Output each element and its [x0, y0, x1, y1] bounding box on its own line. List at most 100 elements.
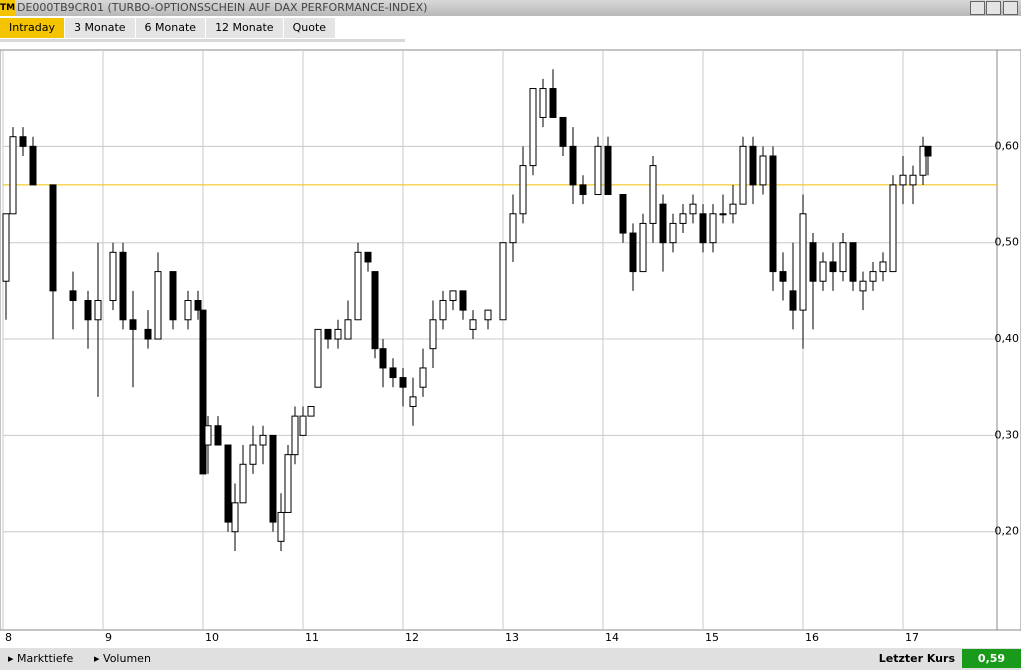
candle-body	[239, 463, 247, 504]
tab[interactable]: 12 Monate	[206, 18, 284, 38]
candle-body	[659, 203, 667, 244]
candle-body	[604, 145, 612, 196]
close-button[interactable]	[1003, 1, 1018, 15]
candle-body	[629, 232, 637, 273]
candle-body	[429, 319, 437, 350]
x-tick-label: 12	[405, 631, 419, 644]
candle-body	[259, 434, 267, 446]
candle-body	[539, 88, 547, 118]
candle-body	[729, 203, 737, 215]
x-tick-label: 10	[205, 631, 219, 644]
title-bar: TM DE000TB9CR01 (TURBO-OPTIONSSCHEIN AUF…	[0, 0, 1021, 16]
candle-body	[154, 271, 162, 340]
candle-body	[909, 174, 917, 186]
minimize-button[interactable]	[970, 1, 985, 15]
y-tick-label: 0,20	[995, 525, 1020, 538]
x-tick-label: 15	[705, 631, 719, 644]
y-tick-label: 0,60	[995, 139, 1020, 152]
candle-body	[809, 242, 817, 282]
x-tick-label: 9	[105, 631, 112, 644]
candle-body	[819, 261, 827, 282]
candle-body	[269, 434, 277, 523]
candle-body	[779, 271, 787, 282]
candle-body	[739, 145, 747, 205]
candle-body	[924, 145, 932, 157]
candle-body	[829, 261, 837, 273]
tab[interactable]: Intraday	[0, 18, 66, 38]
candle-body	[169, 271, 177, 321]
candle-body	[569, 145, 577, 186]
candle-body	[204, 425, 212, 446]
candle-body	[669, 222, 677, 244]
candle-body	[579, 184, 587, 196]
footer: ▸ Markttiefe ▸ Volumen Letzter Kurs 0,59	[0, 648, 1021, 670]
candle-body	[399, 377, 407, 388]
candle-body	[409, 396, 417, 407]
candle-body	[459, 290, 467, 311]
chart: 0,20 0,30 0,40 0,50 0,60 8 9 10 11 12 13 14 15 16 17	[0, 49, 1021, 644]
candle-body	[869, 271, 877, 282]
candle-body	[679, 213, 687, 224]
candle-body	[449, 290, 457, 301]
candle-body	[859, 280, 867, 292]
candle-body	[194, 299, 202, 311]
candle-body	[719, 213, 727, 216]
candle-body	[419, 367, 427, 388]
window-title: DE000TB9CR01 (TURBO-OPTIONSSCHEIN AUF DA…	[17, 1, 428, 14]
restore-button[interactable]	[986, 1, 1001, 15]
candle-body	[484, 309, 492, 321]
candle-body	[144, 328, 152, 340]
tab[interactable]: 6 Monate	[135, 18, 207, 38]
volumen-button[interactable]: ▸ Volumen	[94, 652, 151, 665]
candle-body	[291, 415, 299, 456]
candle-body	[839, 242, 847, 273]
button-label: Markttiefe	[17, 652, 74, 665]
candle-body	[499, 242, 507, 321]
candle-body	[389, 367, 397, 379]
x-tick-label: 16	[805, 631, 819, 644]
candle-body	[509, 213, 517, 244]
candle-body	[789, 290, 797, 311]
candle-body	[899, 174, 907, 186]
y-tick-label: 0,30	[995, 428, 1020, 441]
tab[interactable]: 3 Monate	[65, 18, 136, 38]
candle-body	[2, 213, 10, 282]
candle-body	[379, 348, 387, 369]
candle-body	[469, 319, 477, 330]
candle-body	[849, 242, 857, 282]
candle-body	[277, 511, 285, 542]
candle-body	[759, 155, 767, 186]
candle-body	[769, 155, 777, 273]
tab[interactable]: Quote	[283, 18, 337, 38]
candle-body	[799, 213, 807, 311]
candle-body	[214, 425, 222, 446]
tab-bar: Intraday 3 Monate 6 Monate 12 Monate Quote	[0, 18, 337, 38]
candle-body	[529, 88, 537, 167]
candle-body	[344, 319, 352, 340]
candle-body	[284, 454, 292, 513]
candle-body	[184, 299, 192, 321]
candle-body	[699, 213, 707, 244]
candle-body	[119, 251, 127, 321]
logo: TM	[0, 0, 15, 16]
x-tick-label: 8	[5, 631, 12, 644]
x-tick-label: 14	[605, 631, 619, 644]
candle-body	[334, 328, 342, 340]
button-label: Volumen	[103, 652, 151, 665]
candle-body	[371, 271, 379, 350]
x-tick-label: 11	[305, 631, 319, 644]
candle-body	[224, 444, 232, 523]
candle-body	[639, 222, 647, 273]
candle-body	[94, 299, 102, 321]
candle-body	[919, 145, 927, 176]
plot-frame	[0, 49, 1021, 631]
candle-body	[649, 165, 657, 224]
y-tick-label: 0,40	[995, 332, 1020, 345]
last-price-label: Letzter Kurs	[878, 652, 955, 665]
candle-body	[249, 444, 257, 465]
last-price: 0,59	[962, 649, 1021, 668]
candle-body	[49, 184, 57, 292]
candle-body	[709, 213, 717, 244]
markttiefe-button[interactable]: ▸ Markttiefe	[8, 652, 74, 665]
